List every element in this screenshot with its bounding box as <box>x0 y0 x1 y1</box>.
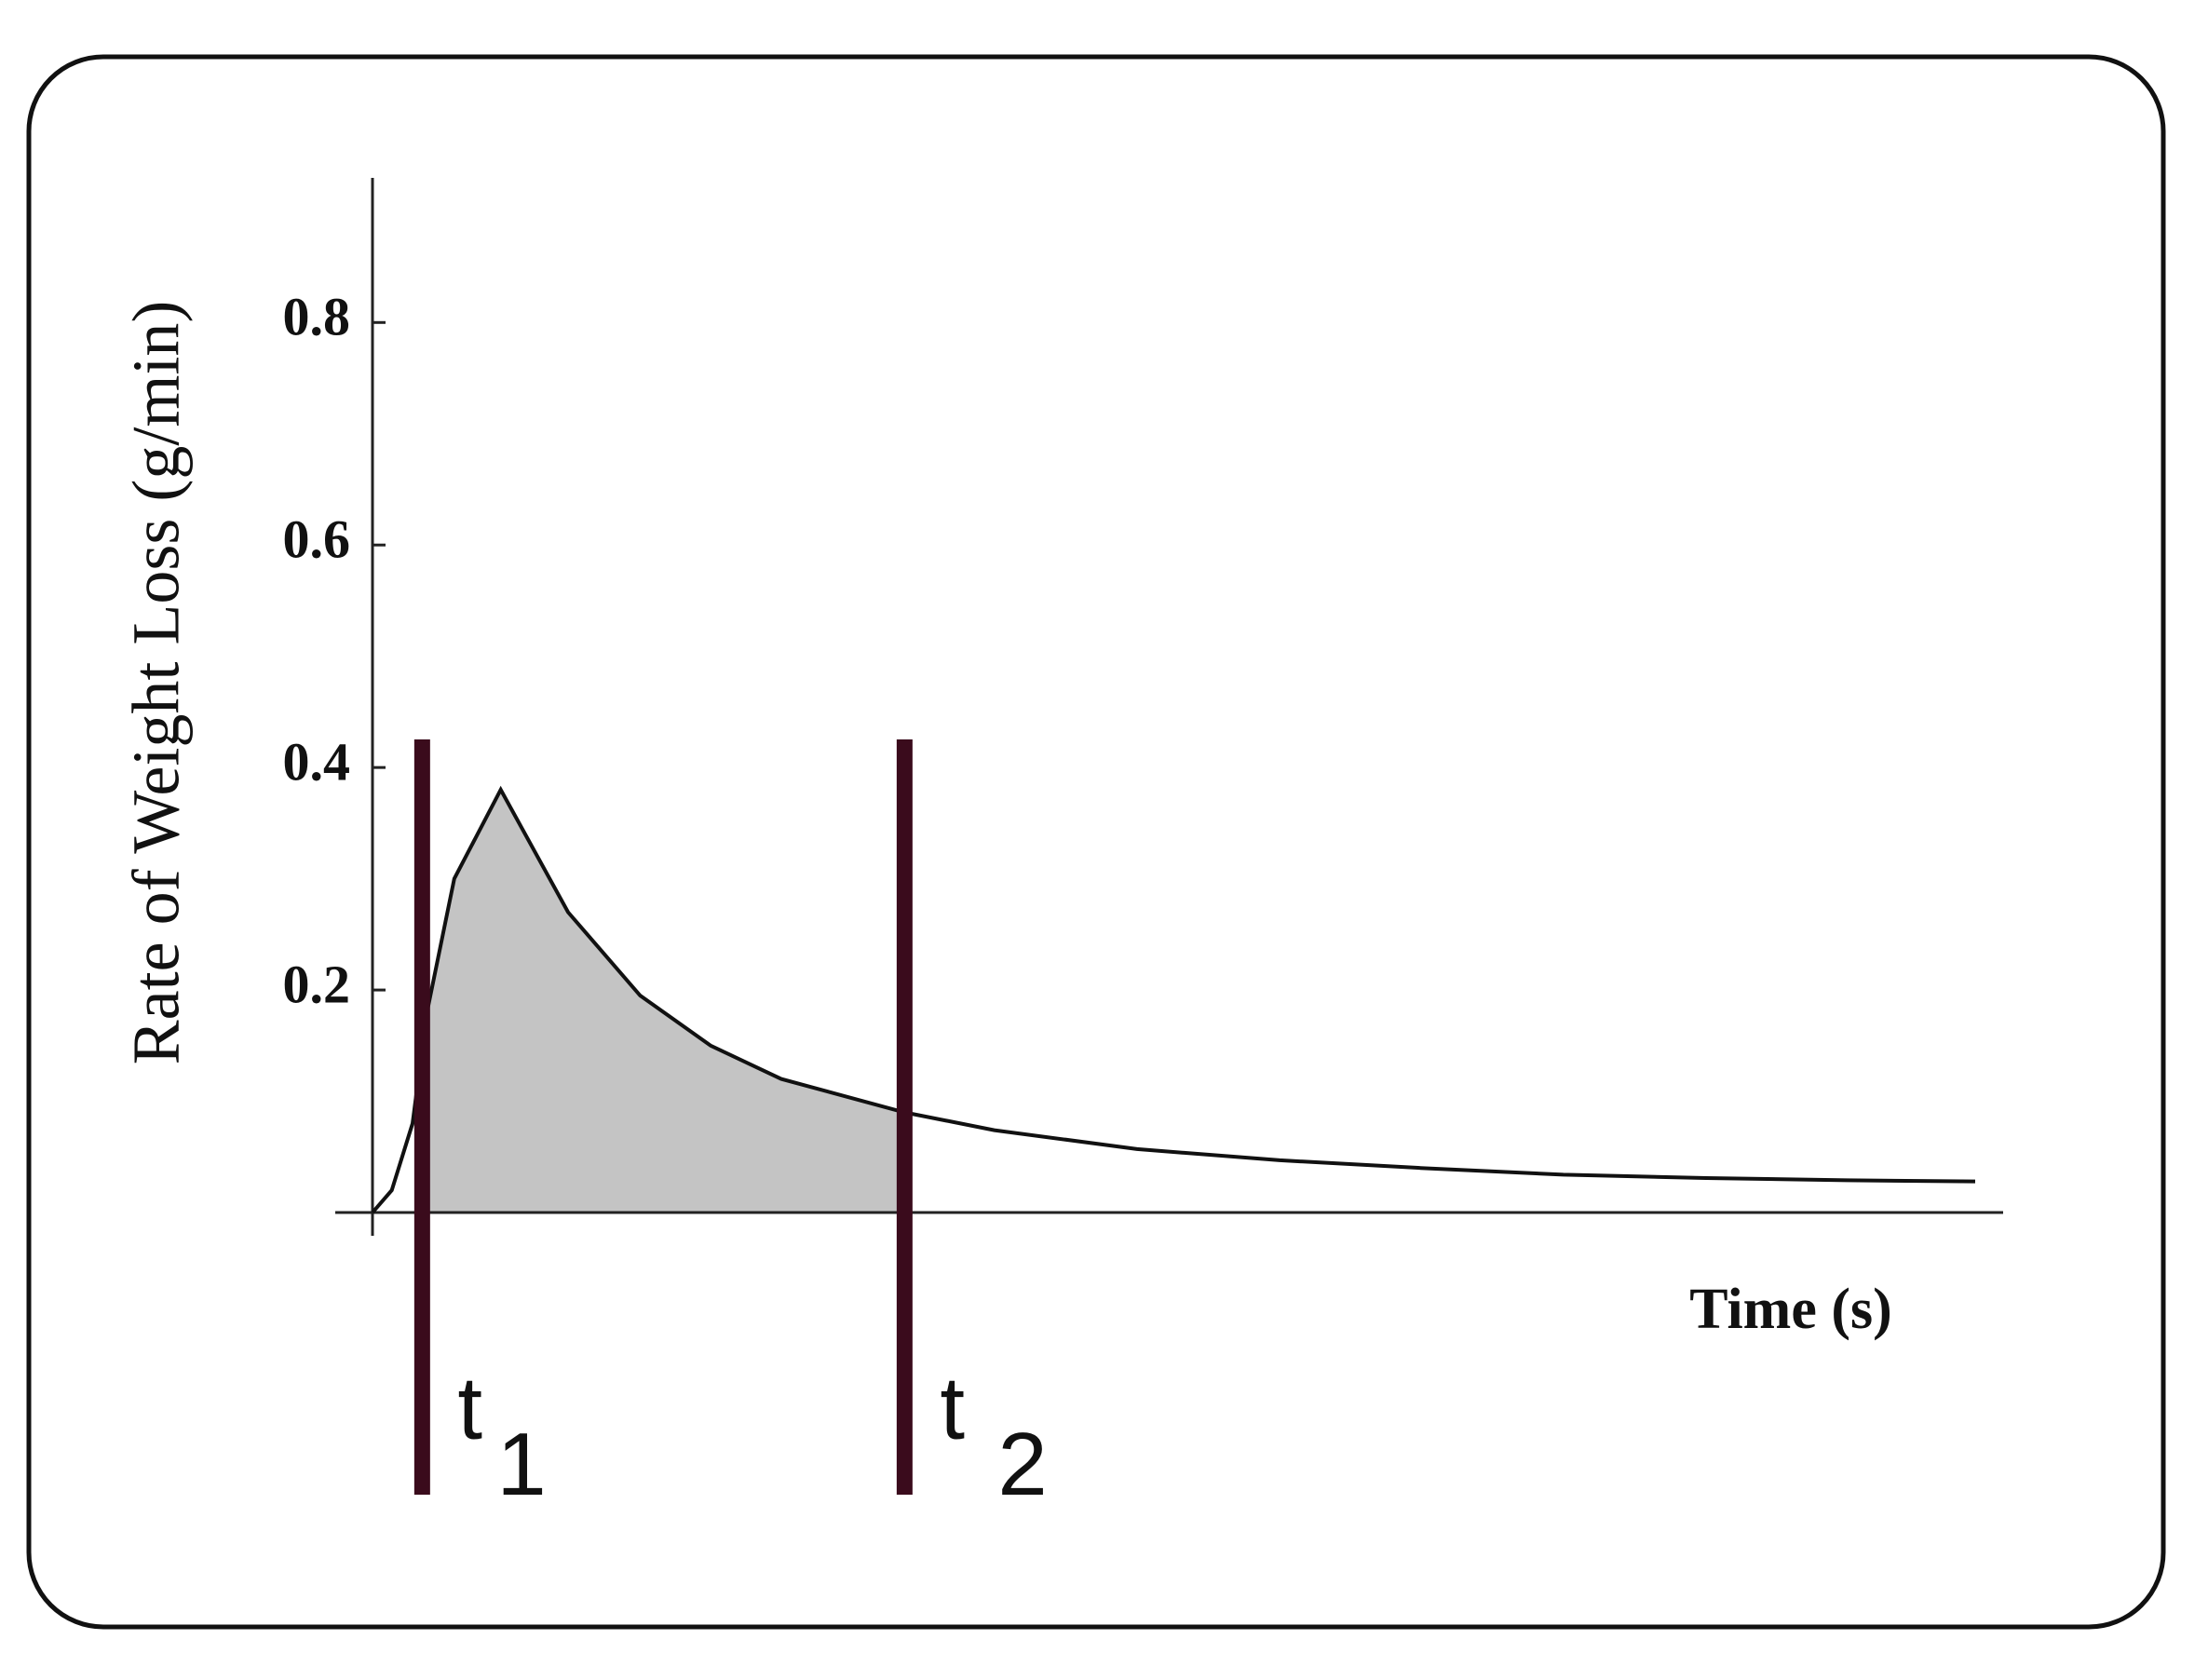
y-tick-label: 0.2 <box>283 954 351 1014</box>
y-axis-label: Rate of Weight Loss (g/min) <box>119 301 194 1065</box>
marker-label: t <box>457 1359 482 1458</box>
marker-subscript: 2 <box>997 1415 1047 1514</box>
marker-subscript: 1 <box>496 1415 546 1514</box>
y-tick-label: 0.6 <box>283 509 351 570</box>
marker-label: t <box>940 1359 965 1458</box>
shaded-area <box>422 790 905 1213</box>
frame <box>26 54 2166 1630</box>
y-tick-label: 0.4 <box>283 731 351 792</box>
y-tick-label: 0.8 <box>283 287 351 347</box>
x-axis-label: Time (s) <box>1689 1278 1892 1341</box>
